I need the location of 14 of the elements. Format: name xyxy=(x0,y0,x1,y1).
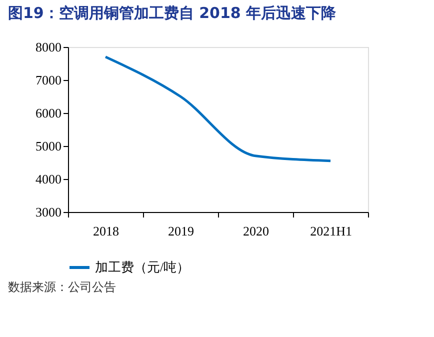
x-tick-label: 2019 xyxy=(168,224,194,238)
y-tick-label: 6000 xyxy=(36,106,62,120)
y-tick-label: 3000 xyxy=(36,204,62,220)
y-tick-label: 8000 xyxy=(36,40,62,54)
x-tick-label: 2018 xyxy=(93,224,119,238)
y-tick-label: 5000 xyxy=(36,138,62,154)
y-tick-label: 4000 xyxy=(36,172,62,186)
x-tick-label: 2020 xyxy=(243,224,269,238)
line-series xyxy=(104,56,332,162)
x-tick-label: 2021H1 xyxy=(310,224,352,238)
y-tick-label: 7000 xyxy=(36,72,62,88)
legend-label: 加工费（元/吨） xyxy=(95,260,190,274)
source-note: 数据来源：公司公告 xyxy=(8,280,116,294)
chart-title: 图19：空调用铜管加工费自 2018 年后迅速下降 xyxy=(8,4,338,22)
